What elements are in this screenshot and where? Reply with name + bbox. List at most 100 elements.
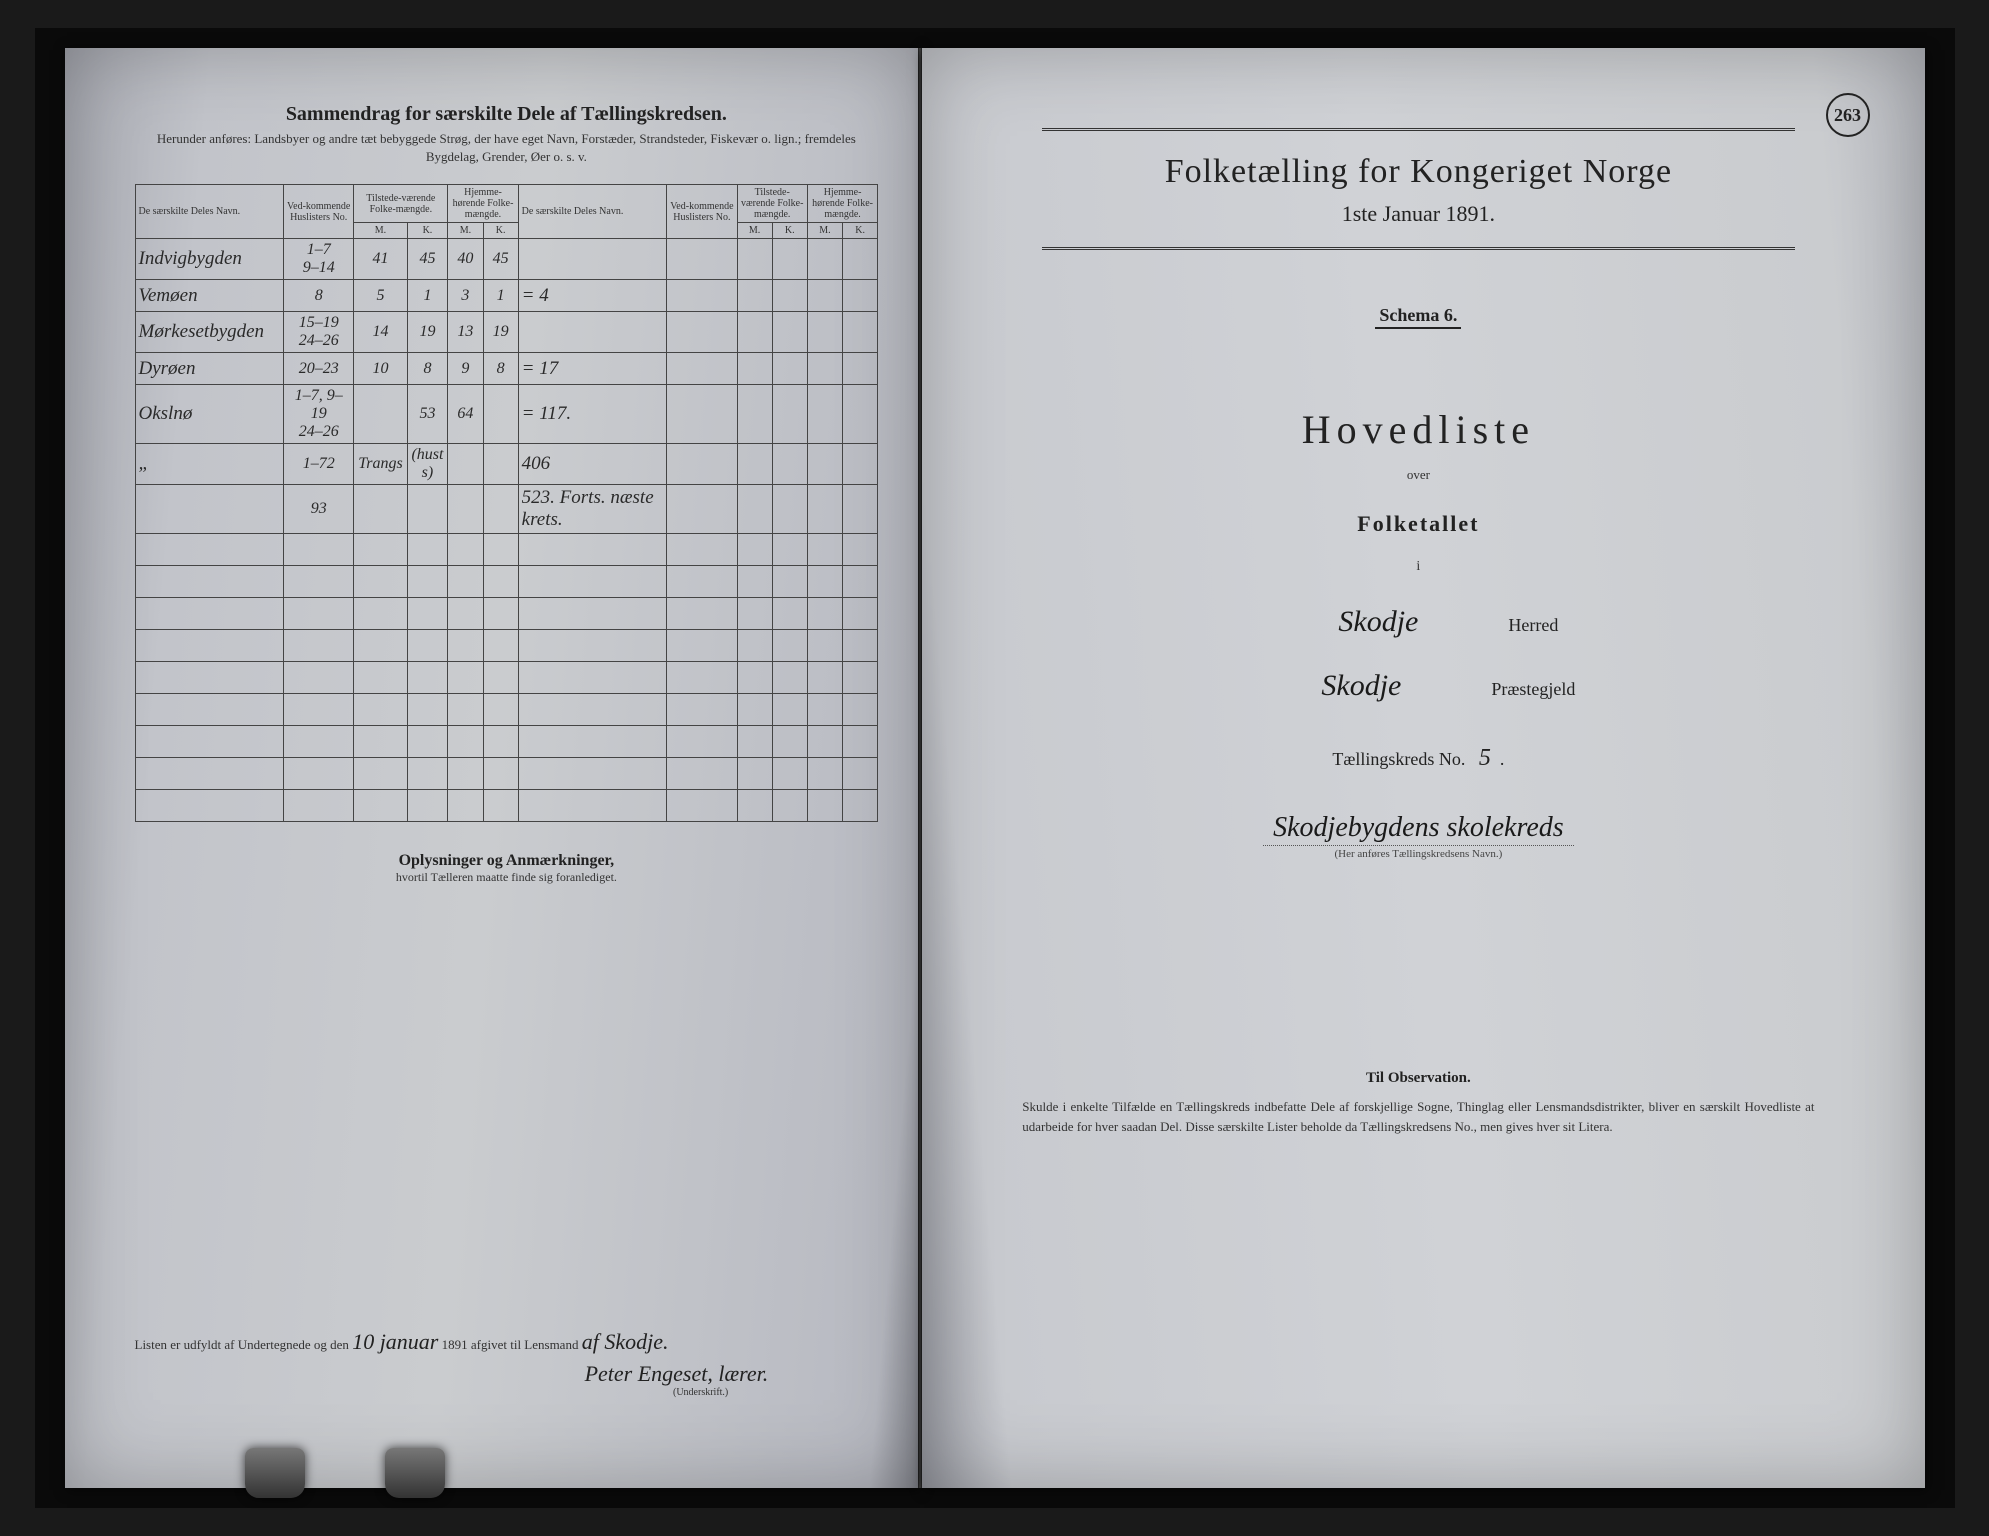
cell-rk: 19 — [483, 312, 518, 353]
th-k: K. — [483, 223, 518, 239]
cell-empty — [483, 758, 518, 790]
cell-empty — [807, 444, 842, 485]
cell-empty — [407, 758, 448, 790]
cell-empty — [843, 630, 878, 662]
kreds-note: (Her anføres Tællingskredsens Navn.) — [982, 848, 1854, 860]
cell-empty — [667, 662, 737, 694]
cell-empty — [772, 790, 807, 822]
cell-empty — [843, 790, 878, 822]
cell-empty — [772, 444, 807, 485]
schema-text: Schema 6. — [1375, 305, 1461, 329]
cell-empty — [843, 758, 878, 790]
cell-empty — [135, 758, 284, 790]
cell-empty — [135, 662, 284, 694]
th-present: Tilstede-værende Folke-mængde. — [354, 185, 448, 223]
cell-empty — [807, 694, 842, 726]
cell-empty — [737, 444, 772, 485]
cell-empty — [448, 630, 483, 662]
cell-empty — [807, 280, 842, 312]
cell-empty — [284, 598, 354, 630]
cell-empty — [843, 662, 878, 694]
cell-empty — [667, 280, 737, 312]
sig-date-hw: 10 januar — [352, 1329, 438, 1354]
cell-empty — [843, 485, 878, 534]
th-m: M. — [354, 223, 407, 239]
cell-empty — [354, 630, 407, 662]
table-row — [135, 534, 878, 566]
rule-bottom — [1042, 247, 1794, 250]
cell-empty — [135, 630, 284, 662]
cell-empty — [667, 694, 737, 726]
over-label: over — [982, 467, 1854, 483]
cell-empty — [807, 790, 842, 822]
cell-empty — [737, 385, 772, 444]
census-date: 1ste Januar 1891. — [982, 201, 1854, 227]
cell-extra — [518, 312, 667, 353]
cell-empty — [807, 312, 842, 353]
table-row: Okslnø1–7, 9–19 24–265364= 117. — [135, 385, 878, 444]
cell-empty — [354, 694, 407, 726]
cell-empty — [354, 758, 407, 790]
cell-empty — [448, 534, 483, 566]
cell-empty — [407, 694, 448, 726]
cell-empty — [135, 694, 284, 726]
th-m: M. — [448, 223, 483, 239]
cell-empty — [772, 353, 807, 385]
cell-empty — [737, 534, 772, 566]
cell-empty — [448, 694, 483, 726]
i-label: i — [982, 559, 1854, 575]
cell-empty — [737, 239, 772, 280]
census-title: Folketælling for Kongeriget Norge — [982, 153, 1854, 191]
signature-block: Listen er udfyldt af Undertegnede og den… — [135, 1329, 869, 1398]
cell-no: 20–23 — [284, 353, 354, 385]
cell-empty — [518, 566, 667, 598]
cell-empty — [284, 566, 354, 598]
kreds-name-row: Skodjebygdens skolekreds — [982, 812, 1854, 844]
cell-pm: 5 — [354, 280, 407, 312]
cell-empty — [284, 758, 354, 790]
cell-empty — [807, 353, 842, 385]
th-m: M. — [737, 223, 772, 239]
cell-empty — [448, 726, 483, 758]
cell-pk: (hust s) — [407, 444, 448, 485]
kreds-label: Tællingskreds No. — [1332, 749, 1465, 769]
cell-rm — [448, 444, 483, 485]
cell-empty — [407, 598, 448, 630]
cell-empty — [772, 566, 807, 598]
cell-empty — [407, 726, 448, 758]
cell-extra — [518, 239, 667, 280]
cell-pk: 53 — [407, 385, 448, 444]
cell-empty — [843, 280, 878, 312]
cell-empty — [807, 566, 842, 598]
cell-empty — [667, 566, 737, 598]
binder-clip-icon — [245, 1448, 305, 1498]
page-number-stamp: 263 — [1826, 93, 1870, 137]
cell-empty — [667, 630, 737, 662]
cell-extra: 406 — [518, 444, 667, 485]
cell-empty — [772, 280, 807, 312]
cell-empty — [772, 694, 807, 726]
th-resident: Hjemme-hørende Folke-mængde. — [448, 185, 518, 223]
cell-empty — [772, 662, 807, 694]
cell-empty — [737, 353, 772, 385]
cell-empty — [354, 598, 407, 630]
cell-empty — [354, 790, 407, 822]
cell-rk — [483, 385, 518, 444]
cell-name: „ — [135, 444, 284, 485]
remarks-sub: hvortil Tælleren maatte finde sig foranl… — [135, 870, 879, 885]
cell-empty — [135, 566, 284, 598]
cell-pk: 45 — [407, 239, 448, 280]
cell-rm: 64 — [448, 385, 483, 444]
th-name2: De særskilte Deles Navn. — [518, 185, 667, 239]
cell-no: 1–72 — [284, 444, 354, 485]
cell-empty — [737, 312, 772, 353]
cell-extra: = 117. — [518, 385, 667, 444]
praestegjeld-handwriting: Skodje — [1261, 669, 1461, 703]
cell-empty — [772, 312, 807, 353]
cell-empty — [407, 630, 448, 662]
cell-empty — [483, 630, 518, 662]
cell-empty — [843, 385, 878, 444]
th-no2: Ved-kommende Huslisters No. — [667, 185, 737, 239]
table-row: Vemøen85131= 4 — [135, 280, 878, 312]
cell-empty — [667, 485, 737, 534]
